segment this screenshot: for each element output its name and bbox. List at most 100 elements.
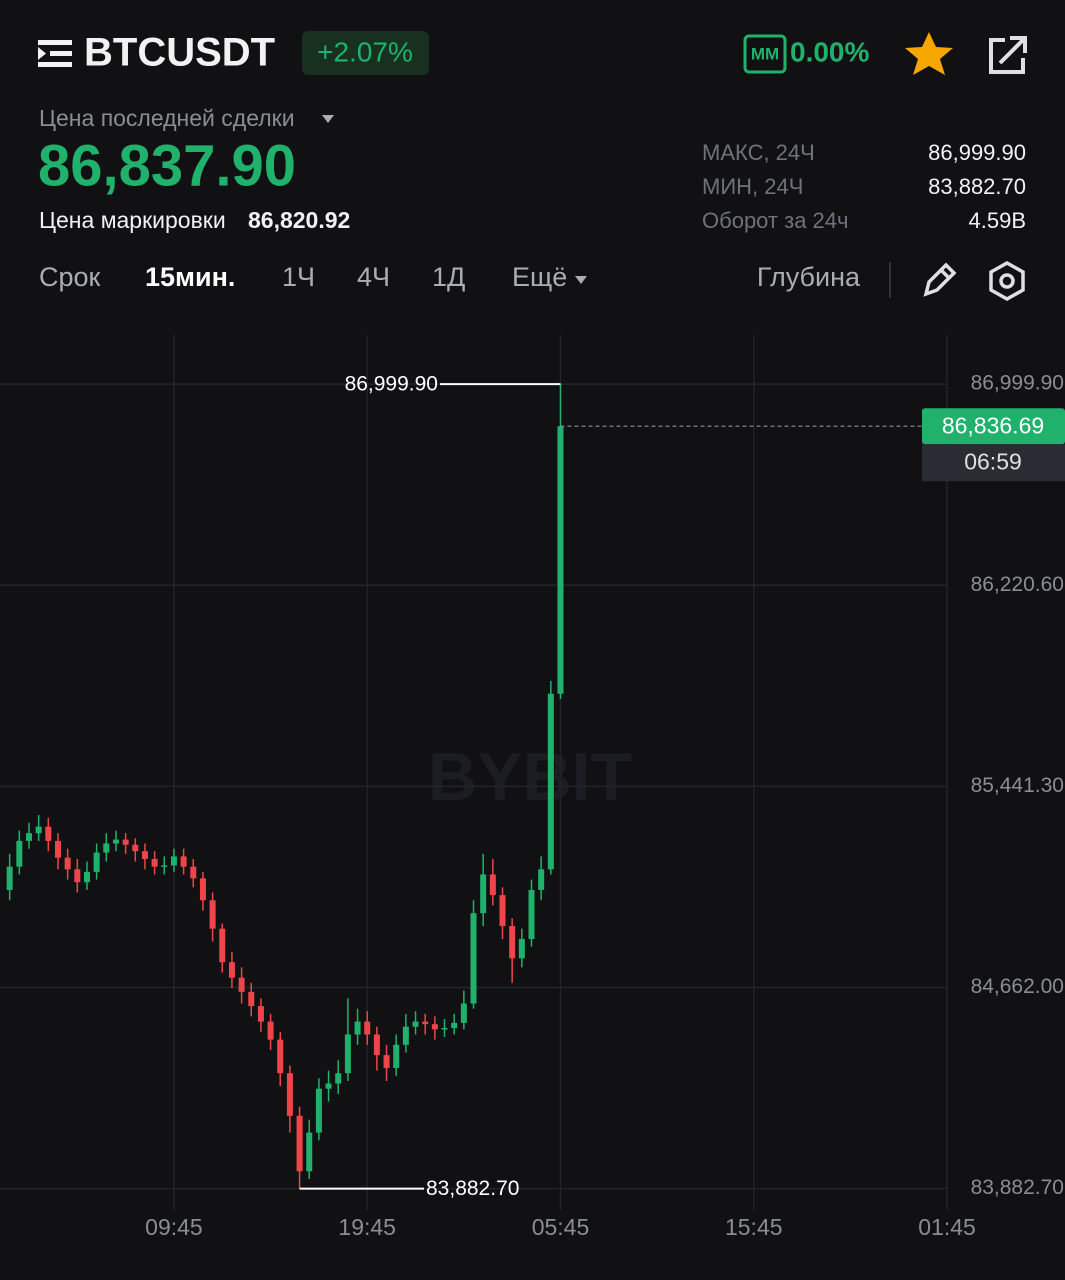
x-tick-label: 05:45	[532, 1214, 590, 1240]
candle-body	[267, 1021, 274, 1040]
candle-body	[335, 1073, 342, 1084]
candle-body	[296, 1115, 303, 1172]
candle-body	[219, 928, 226, 963]
candle-body	[25, 833, 32, 841]
candle-body	[103, 843, 110, 853]
candle-body	[54, 840, 61, 858]
tab[interactable]: 4Ч	[357, 262, 390, 292]
candle-body	[248, 991, 255, 1007]
x-tick-label: 15:45	[725, 1214, 783, 1240]
candle-body	[16, 840, 23, 867]
symbol[interactable]: BTCUSDT	[84, 31, 275, 75]
tab[interactable]: 1Д	[432, 262, 465, 292]
candle-body	[547, 693, 554, 870]
candle-body	[364, 1021, 371, 1035]
last-price: 86,837.90	[38, 133, 296, 198]
candle-body	[35, 826, 42, 834]
candle-body	[64, 857, 71, 870]
change-badge	[302, 31, 429, 75]
y-tick-label: 83,882.70	[971, 1176, 1064, 1199]
more-arrow	[575, 276, 587, 284]
max-label: 86,999.90	[345, 373, 438, 396]
candle-body	[383, 1055, 390, 1069]
candle-body	[112, 839, 119, 844]
candle-body	[441, 1028, 448, 1030]
candle-body	[286, 1073, 293, 1116]
stat-label: МИН, 24Ч	[702, 174, 803, 199]
x-tick-label: 19:45	[338, 1214, 396, 1240]
change: +2.07%	[317, 36, 413, 67]
y-tick-label: 85,441.30	[971, 774, 1064, 797]
candle-body	[170, 856, 177, 866]
candle-body	[132, 844, 139, 852]
mark-price-label: Цена маркировки	[39, 207, 226, 233]
min-label: 83,882.70	[426, 1177, 519, 1200]
tab[interactable]: 1Ч	[282, 262, 315, 292]
y-tick-label: 86,220.60	[971, 573, 1064, 596]
candle-body	[141, 851, 148, 859]
candle-body	[306, 1132, 313, 1172]
candle-body	[45, 826, 52, 841]
menu-icon[interactable]	[38, 40, 72, 67]
candle-body	[325, 1083, 332, 1089]
candle-body	[199, 878, 206, 901]
tab[interactable]: Глубина	[757, 262, 861, 292]
candle-body	[509, 926, 516, 959]
candle-body	[538, 869, 545, 890]
candle-body	[83, 871, 90, 883]
mark-price: 86,820.92	[248, 207, 350, 233]
last-price-tag	[922, 408, 1065, 445]
candle-body	[528, 889, 535, 939]
candle-body	[460, 1003, 467, 1023]
draw-icon[interactable]	[923, 262, 957, 297]
candle-body	[209, 900, 216, 929]
tab[interactable]: Ещё	[512, 262, 567, 292]
candle-body	[480, 874, 487, 914]
dropdown-arrow	[322, 115, 334, 123]
candle-body	[489, 874, 496, 896]
candle-body	[122, 839, 129, 845]
countdown: 06:59	[964, 448, 1022, 474]
candle-body	[6, 866, 13, 890]
candle-body	[499, 895, 506, 927]
stat-label: МАКС, 24Ч	[702, 140, 815, 165]
share-icon[interactable]	[989, 36, 1027, 74]
x-tick-label: 09:45	[145, 1214, 203, 1240]
candle-body	[93, 852, 100, 872]
candle-body	[518, 938, 525, 959]
stat-label: Оборот за 24ч	[702, 208, 849, 233]
candle-body	[422, 1021, 429, 1025]
mm-value: 0.00%	[790, 36, 869, 67]
candle-body	[74, 869, 81, 883]
candle-body	[557, 426, 564, 694]
candle-body	[190, 866, 197, 879]
y-tick-label: 86,999.90	[971, 372, 1064, 395]
candle-body	[315, 1088, 322, 1133]
candle-body	[451, 1022, 458, 1029]
settings-icon[interactable]	[989, 260, 1025, 302]
candle-body	[412, 1021, 419, 1027]
candle-body	[277, 1039, 284, 1074]
stat-value: 83,882.70	[928, 174, 1026, 199]
candle-body	[393, 1044, 400, 1069]
last-price-label[interactable]: Цена последней сделки	[39, 105, 295, 131]
last-price-value: 86,836.69	[942, 412, 1044, 438]
candle-body	[161, 865, 168, 867]
tab[interactable]: 15мин.	[145, 262, 235, 292]
candle-body	[470, 913, 477, 1004]
candle-body	[180, 856, 187, 867]
candle-body	[228, 962, 235, 978]
x-tick-label: 01:45	[918, 1214, 976, 1240]
mm-badge-frame	[743, 34, 787, 74]
stat-value: 86,999.90	[928, 140, 1026, 165]
favorite-icon[interactable]	[905, 32, 953, 75]
candle-body	[354, 1021, 361, 1035]
candle-body	[257, 1006, 264, 1022]
countdown-tag	[922, 444, 1065, 482]
y-tick-label: 84,662.00	[971, 975, 1064, 998]
candle-body	[373, 1034, 380, 1056]
candle-body	[238, 977, 245, 992]
candle-body	[431, 1024, 438, 1030]
candle-body	[151, 858, 158, 867]
